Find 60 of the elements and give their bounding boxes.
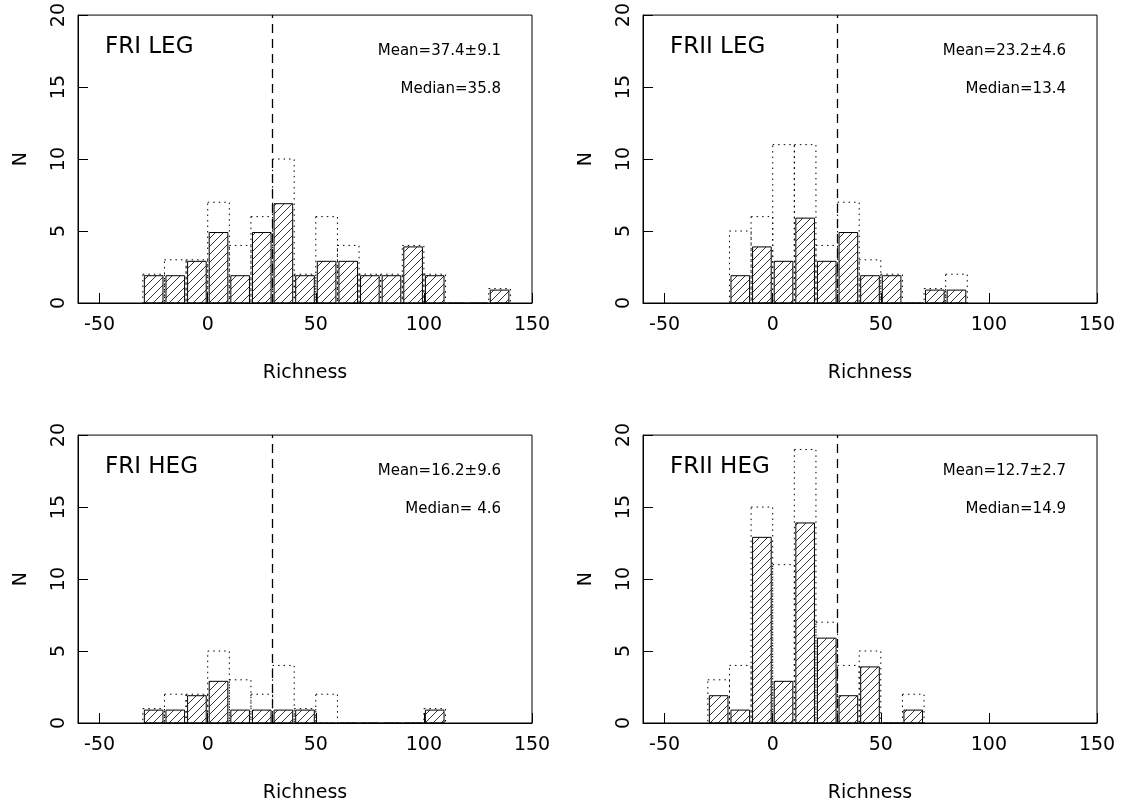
x-tick-label: 0 — [766, 731, 779, 754]
y-tick-label: 10 — [610, 146, 633, 172]
y-tick-label: 0 — [45, 716, 68, 730]
y-axis-title: N — [572, 151, 595, 167]
x-axis-title: Richness — [827, 359, 913, 382]
y-tick-label: 20 — [45, 2, 68, 28]
x-axis-title: Richness — [262, 779, 348, 802]
y-tick-label: 5 — [45, 644, 68, 658]
x-tick-label: 150 — [513, 311, 551, 334]
y-axis-title: N — [7, 571, 30, 587]
annotation: Median=14.9 — [965, 498, 1067, 517]
x-tick-label: 100 — [970, 311, 1008, 334]
x-tick-label: -50 — [649, 311, 681, 334]
x-tick-label: 100 — [405, 311, 443, 334]
x-tick-label: 50 — [303, 311, 328, 334]
annotation: Median=13.4 — [965, 78, 1067, 97]
y-tick-label: 20 — [610, 422, 633, 448]
y-axis-title: N — [7, 151, 30, 167]
x-tick-label: 150 — [513, 731, 551, 754]
annotation: Mean=16.2±9.6 — [377, 460, 502, 479]
x-tick-label: 0 — [201, 731, 214, 754]
annotation: Mean=37.4±9.1 — [377, 40, 502, 59]
y-tick-label: 15 — [45, 494, 68, 520]
y-tick-label: 10 — [45, 146, 68, 172]
y-tick-label: 15 — [610, 494, 633, 520]
y-tick-label: 10 — [45, 566, 68, 592]
y-tick-label: 0 — [610, 296, 633, 310]
x-tick-label: 0 — [201, 311, 214, 334]
x-tick-label: 50 — [303, 731, 328, 754]
text: FRI HEG — [105, 451, 198, 478]
x-tick-label: -50 — [84, 731, 116, 754]
y-tick-label: 5 — [610, 644, 633, 658]
y-tick-label: 20 — [45, 422, 68, 448]
x-tick-label: 0 — [766, 311, 779, 334]
y-tick-label: 10 — [610, 566, 633, 592]
y-axis-title: N — [572, 571, 595, 587]
x-tick-label: 150 — [1078, 731, 1116, 754]
x-tick-label: -50 — [84, 311, 116, 334]
text: FRII HEG — [670, 451, 770, 478]
y-tick-label: 20 — [610, 2, 633, 28]
annotation: Median= 4.6 — [405, 498, 501, 517]
annotation: Median=35.8 — [400, 78, 502, 97]
y-tick-label: 15 — [45, 74, 68, 100]
text: FRI LEG — [105, 31, 194, 58]
x-axis-title: Richness — [262, 359, 348, 382]
y-tick-label: 15 — [610, 74, 633, 100]
x-tick-label: 50 — [868, 311, 893, 334]
x-tick-label: 50 — [868, 731, 893, 754]
y-tick-label: 5 — [45, 224, 68, 238]
annotation: Mean=23.2±4.6 — [942, 40, 1067, 59]
y-tick-label: 0 — [610, 716, 633, 730]
x-tick-label: -50 — [649, 731, 681, 754]
x-tick-label: 100 — [405, 731, 443, 754]
x-tick-label: 150 — [1078, 311, 1116, 334]
y-tick-label: 0 — [45, 296, 68, 310]
y-tick-label: 5 — [610, 224, 633, 238]
x-tick-label: 100 — [970, 731, 1008, 754]
annotation: Mean=12.7±2.7 — [942, 460, 1067, 479]
text: FRII LEG — [670, 31, 766, 58]
x-axis-title: Richness — [827, 779, 913, 802]
